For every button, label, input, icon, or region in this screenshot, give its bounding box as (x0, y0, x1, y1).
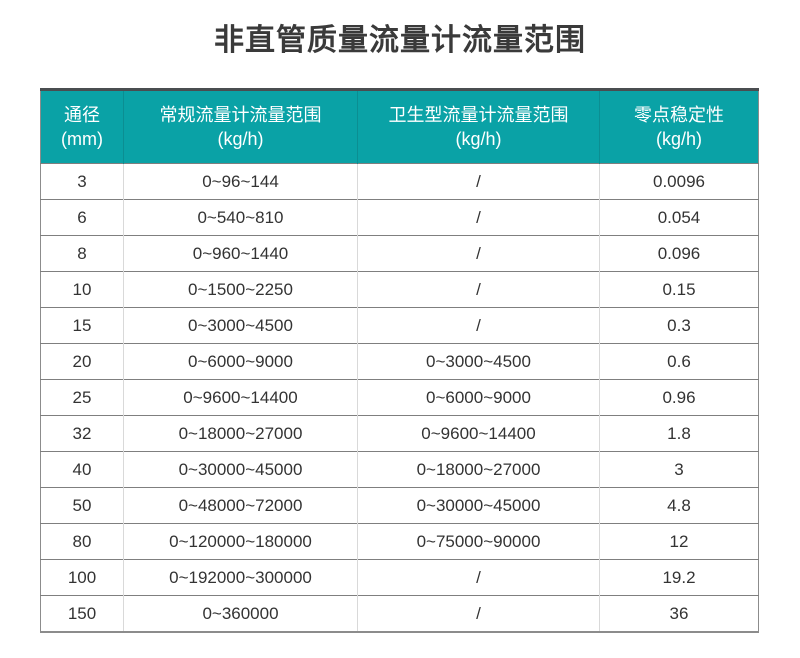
cell-sanitary_range: / (357, 235, 600, 272)
cell-zero_stability: 12 (599, 523, 759, 560)
cell-zero_stability: 4.8 (599, 487, 759, 524)
table-header-row: 通径 (mm) 常规流量计流量范围 (kg/h) 卫生型流量计流量范围 (kg/h) 零点稳… (40, 89, 759, 164)
cell-diameter: 3 (40, 163, 124, 200)
table-header: 通径 (mm) 常规流量计流量范围 (kg/h) 卫生型流量计流量范围 (kg/h) 零点稳… (40, 89, 759, 164)
cell-sanitary_range: / (357, 163, 600, 200)
cell-zero_stability: 0.15 (599, 271, 759, 308)
table-row: 100 0~192000~300000/19.2 (40, 559, 759, 596)
table-row: 80 0~120000~180000 0~75000~90000 12 (40, 523, 759, 560)
cell-sanitary_range: / (357, 271, 600, 308)
cell-zero_stability: 36 (599, 595, 759, 632)
cell-zero_stability: 1.8 (599, 415, 759, 452)
cell-zero_stability: 3 (599, 451, 759, 488)
cell-regular_range: 0~1500~2250 (123, 271, 358, 308)
column-header-sanitary_range: 卫生型流量计流量范围 (kg/h) (357, 89, 600, 164)
column-header-unit: (kg/h) (455, 129, 502, 149)
cell-regular_range: 0~360000 (123, 595, 358, 632)
table-row: 6 0~540~810/0.054 (40, 199, 759, 236)
table-row: 20 0~6000~9000 0~3000~4500 0.6 (40, 343, 759, 380)
cell-regular_range: 0~96~144 (123, 163, 358, 200)
cell-sanitary_range: 0~30000~45000 (357, 487, 600, 524)
cell-sanitary_range: 0~18000~27000 (357, 451, 600, 488)
cell-diameter: 150 (40, 595, 124, 632)
cell-diameter: 100 (40, 559, 124, 596)
cell-sanitary_range: 0~6000~9000 (357, 379, 600, 416)
cell-sanitary_range: / (357, 595, 600, 632)
cell-sanitary_range: / (357, 559, 600, 596)
table-row: 150 0~360000/36 (40, 595, 759, 632)
table-row: 32 0~18000~27000 0~9600~14400 1.8 (40, 415, 759, 452)
cell-regular_range: 0~30000~45000 (123, 451, 358, 488)
cell-diameter: 50 (40, 487, 124, 524)
table-row: 50 0~48000~72000 0~30000~45000 4.8 (40, 487, 759, 524)
cell-regular_range: 0~6000~9000 (123, 343, 358, 380)
cell-zero_stability: 0.96 (599, 379, 759, 416)
cell-diameter: 80 (40, 523, 124, 560)
cell-zero_stability: 0.3 (599, 307, 759, 344)
cell-regular_range: 0~540~810 (123, 199, 358, 236)
cell-diameter: 6 (40, 199, 124, 236)
flow-range-table: 通径 (mm) 常规流量计流量范围 (kg/h) 卫生型流量计流量范围 (kg/h) 零点稳… (40, 88, 759, 633)
column-header-zero_stability: 零点稳定性 (kg/h) (599, 89, 759, 164)
cell-diameter: 25 (40, 379, 124, 416)
column-header-diameter: 通径 (mm) (40, 89, 124, 164)
column-header-label: 常规流量计流量范围 (159, 105, 322, 125)
cell-diameter: 8 (40, 235, 124, 272)
cell-sanitary_range: 0~9600~14400 (357, 415, 600, 452)
table-row: 3 0~96~144/0.0096 (40, 163, 759, 200)
table-row: 25 0~9600~14400 0~6000~9000 0.96 (40, 379, 759, 416)
cell-sanitary_range: / (357, 307, 600, 344)
cell-regular_range: 0~192000~300000 (123, 559, 358, 596)
cell-regular_range: 0~18000~27000 (123, 415, 358, 452)
cell-zero_stability: 19.2 (599, 559, 759, 596)
cell-diameter: 40 (40, 451, 124, 488)
column-header-unit: (kg/h) (217, 129, 264, 149)
cell-regular_range: 0~48000~72000 (123, 487, 358, 524)
table-body: 3 0~96~144/0.0096 6 0~540~810/0.054 8 0~960~1… (40, 163, 759, 632)
table-row: 10 0~1500~2250/0.15 (40, 271, 759, 308)
cell-diameter: 15 (40, 307, 124, 344)
cell-regular_range: 0~120000~180000 (123, 523, 358, 560)
column-header-unit: (kg/h) (655, 129, 702, 149)
cell-diameter: 20 (40, 343, 124, 380)
cell-regular_range: 0~9600~14400 (123, 379, 358, 416)
column-header-label: 通径 (64, 105, 100, 125)
cell-sanitary_range: / (357, 199, 600, 236)
cell-sanitary_range: 0~75000~90000 (357, 523, 600, 560)
cell-regular_range: 0~960~1440 (123, 235, 358, 272)
cell-zero_stability: 0.096 (599, 235, 759, 272)
cell-zero_stability: 0.054 (599, 199, 759, 236)
page-title: 非直管质量流量计流量范围 (214, 24, 586, 57)
cell-zero_stability: 0.0096 (599, 163, 759, 200)
column-header-label: 卫生型流量计流量范围 (388, 105, 569, 125)
column-header-unit: (mm) (61, 129, 103, 149)
table-row: 15 0~3000~4500/0.3 (40, 307, 759, 344)
table-row: 8 0~960~1440/0.096 (40, 235, 759, 272)
cell-zero_stability: 0.6 (599, 343, 759, 380)
table-row: 40 0~30000~45000 0~18000~27000 3 (40, 451, 759, 488)
cell-sanitary_range: 0~3000~4500 (357, 343, 600, 380)
column-header-regular_range: 常规流量计流量范围 (kg/h) (123, 89, 358, 164)
cell-diameter: 10 (40, 271, 124, 308)
cell-diameter: 32 (40, 415, 124, 452)
cell-regular_range: 0~3000~4500 (123, 307, 358, 344)
column-header-label: 零点稳定性 (634, 105, 724, 125)
